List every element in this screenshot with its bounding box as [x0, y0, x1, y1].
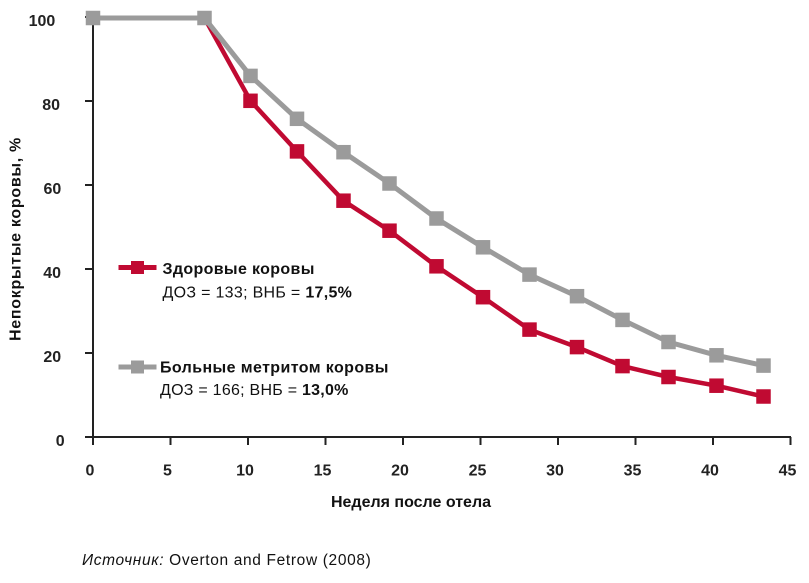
- svg-text:80: 80: [42, 97, 60, 114]
- svg-text:20: 20: [43, 349, 61, 366]
- svg-text:25: 25: [469, 463, 487, 480]
- svg-text:35: 35: [624, 463, 642, 480]
- svg-text:30: 30: [546, 463, 564, 480]
- svg-text:0: 0: [86, 463, 95, 480]
- svg-text:5: 5: [163, 463, 172, 480]
- svg-text:Неделя после отела: Неделя после отела: [331, 494, 491, 511]
- svg-text:Здоровые коровы: Здоровые коровы: [163, 261, 315, 278]
- svg-text:0: 0: [56, 433, 65, 450]
- svg-text:15: 15: [314, 463, 332, 480]
- svg-text:Непокрытые коровы, %: Непокрытые коровы, %: [8, 137, 25, 341]
- svg-text:60: 60: [44, 181, 62, 198]
- svg-text:Источник: Overton and Fetrow (: Источник: Overton and Fetrow (2008): [82, 552, 371, 569]
- svg-text:20: 20: [391, 463, 409, 480]
- svg-text:40: 40: [43, 265, 61, 282]
- svg-text:100: 100: [29, 13, 56, 30]
- svg-text:10: 10: [236, 463, 254, 480]
- svg-text:ДОЗ = 133; ВНБ = 17,5%: ДОЗ = 133; ВНБ = 17,5%: [163, 285, 353, 302]
- svg-text:40: 40: [701, 463, 719, 480]
- svg-text:Больные метритом коровы: Больные метритом коровы: [160, 359, 389, 376]
- svg-text:ДОЗ = 166; ВНБ = 13,0%: ДОЗ = 166; ВНБ = 13,0%: [160, 382, 349, 399]
- svg-text:45: 45: [779, 463, 797, 480]
